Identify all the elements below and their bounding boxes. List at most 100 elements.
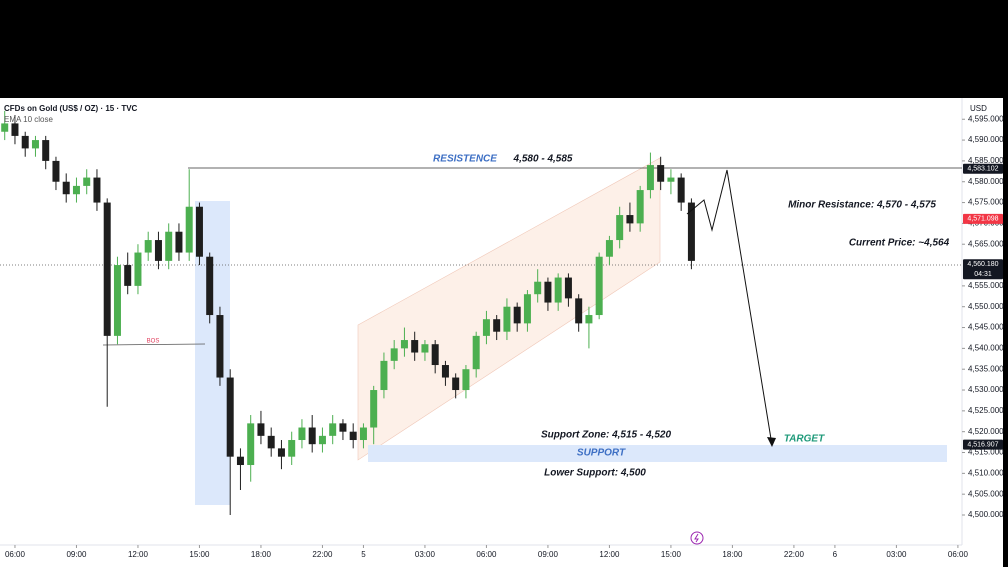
y-tick-label: 4,595.000 [968,114,1004,123]
x-tick-label: 09:00 [66,550,87,559]
candle-body [626,215,634,224]
x-tick-label: 03:00 [415,550,436,559]
candle-body [329,423,337,436]
y-tick-label: 4,565.000 [968,239,1004,248]
candle-body [206,256,214,316]
candle-body [83,177,91,186]
x-tick-label: 06:00 [476,550,497,559]
price-tag-label: 4,571.098 [967,216,998,223]
candle-body [544,281,552,303]
x-tick-label: 15:00 [189,550,210,559]
candle-body [257,423,265,436]
y-tick-label: 4,530.000 [968,385,1004,394]
candle-body [236,456,244,466]
candle-body [154,240,162,261]
y-tick-label: 4,520.000 [968,427,1004,436]
candle-body [52,160,60,182]
candle-body [339,423,347,432]
candle-body [185,206,193,253]
candle-body [534,281,542,295]
x-tick-label: 18:00 [722,550,743,559]
y-tick-label: 4,550.000 [968,302,1004,311]
x-tick-label: 06:00 [5,550,26,559]
candle-body [595,256,603,316]
candle-body [636,190,644,224]
x-tick-label: 06:00 [948,550,969,559]
candle-body [247,423,255,466]
candle-body [267,435,275,449]
y-tick-label: 4,585.000 [968,156,1004,165]
x-tick-label: 03:00 [886,550,907,559]
candle-body [667,177,675,182]
candle-body [113,265,121,336]
symbol-title: CFDs on Gold (US$ / OZ) · 15 · TVC [4,104,138,113]
annotation: Minor Resistance: 4,570 - 4,575 [788,200,936,211]
price-tag [963,259,1003,280]
candle-body [452,377,460,391]
candle-body [165,231,173,261]
projection [686,169,776,447]
candle-body [62,181,70,195]
candle-body [646,165,654,191]
projection-arrow [767,437,776,447]
x-tick-label: 12:00 [599,550,620,559]
countdown: 04:31 [974,271,992,278]
candle-body [493,319,501,332]
x-tick-label: 09:00 [538,550,559,559]
y-tick-label: 4,510.000 [968,468,1004,477]
x-tick-label: 15:00 [661,550,682,559]
candle-body [93,177,101,203]
candle-body [31,140,39,149]
y-tick-label: 4,545.000 [968,323,1004,332]
candle-body [277,448,285,457]
candle-body [72,185,80,195]
indicator-label: EMA 10 close [4,115,53,124]
candle-body [421,344,429,353]
annotation: Current Price: ~4,564 [849,238,950,249]
bos-line [102,343,206,346]
candle-body [349,431,357,441]
currency: USD [970,104,987,113]
candle-body [513,306,521,324]
candle-body [21,135,29,149]
candle-body [411,340,419,353]
candle-body [42,140,50,161]
annotation: SUPPORT [577,448,626,459]
candle-body [103,202,111,336]
candle-body [370,390,378,428]
candle-body [575,298,583,324]
candles [1,110,695,516]
candle-body [523,294,531,324]
event-icon[interactable] [690,531,704,545]
candle-body [482,319,490,336]
top-band [0,0,1008,98]
annotation: 4,580 - 4,585 [513,154,573,165]
price-tag [963,163,1003,174]
annotation: Support Zone: 4,515 - 4,520 [541,430,671,441]
y-tick-label: 4,525.000 [968,406,1004,415]
y-tick-label: 4,540.000 [968,343,1004,352]
y-tick-label: 4,555.000 [968,281,1004,290]
candle-body [441,365,449,378]
candle-body [687,202,695,261]
x-tick-label: 6 [833,550,838,559]
candle-body [226,377,234,457]
y-tick-label: 4,505.000 [968,489,1004,498]
candle-body [400,340,408,349]
candle-body [318,435,326,445]
y-tick-label: 4,580.000 [968,177,1004,186]
candle-body [144,240,152,253]
candle-body [134,252,142,286]
candle-body [308,427,316,445]
candle-body [380,360,388,391]
event-icon-bolt [694,533,699,543]
candle-body [195,206,203,257]
candle-body [359,427,367,441]
candle-body [462,369,470,391]
candle-body [175,231,183,253]
candle-body [288,440,296,457]
x-tick-label: 18:00 [251,550,272,559]
price-tag [963,439,1003,450]
